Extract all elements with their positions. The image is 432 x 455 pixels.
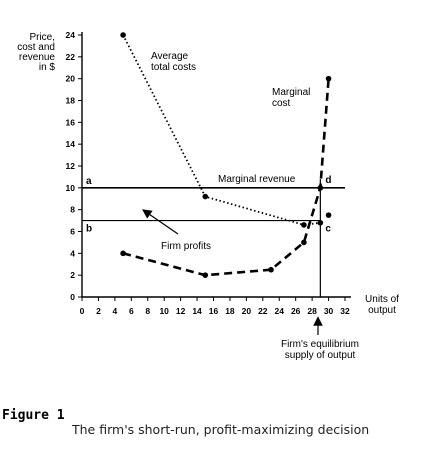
x-tick-label: 4	[113, 306, 118, 316]
data-point-marginal-cost	[325, 75, 332, 82]
series-label-line: Marginal	[272, 87, 310, 98]
x-tick-label: 6	[129, 306, 134, 316]
figure-caption: The firm's short-run, profit-maximizing …	[72, 422, 370, 437]
y-tick-label: 10	[66, 183, 76, 193]
x-tick-label: 18	[225, 306, 235, 316]
equilibrium-label-line: supply of output	[285, 350, 356, 361]
x-tick-label: 30	[324, 306, 334, 316]
series-label-average-total-costs: Average total costs	[151, 51, 196, 73]
point-letters: a b c d	[86, 175, 331, 235]
x-tick-label: 26	[291, 306, 301, 316]
x-tick-label: 14	[192, 306, 202, 316]
data-point-marginal-cost	[301, 239, 307, 246]
y-axis-label-line: Price,	[29, 32, 55, 43]
point-letter-b: b	[86, 224, 92, 235]
series-line-marginal-cost	[122, 78, 330, 277]
y-tick-label: 6	[70, 227, 75, 237]
series-label-line: Marginal revenue	[218, 174, 296, 185]
x-tick-label: 28	[307, 306, 317, 316]
data-point-marginal-cost	[268, 266, 274, 273]
y-tick-label: 0	[70, 292, 75, 302]
series-label-line: Average	[151, 51, 189, 62]
data-point-average-total-costs	[120, 32, 126, 38]
x-tick-label: 16	[209, 306, 219, 316]
x-tick-label: 32	[340, 306, 350, 316]
x-tick-label: 10	[159, 306, 169, 316]
y-tick-label: 14	[66, 139, 76, 149]
x-tick-label: 20	[242, 306, 252, 316]
series-line-average-total-costs	[122, 34, 321, 226]
x-tick-label: 22	[258, 306, 268, 316]
firm-profits-label: Firm profits	[161, 241, 211, 252]
x-axis-label-line: Units of	[365, 294, 399, 305]
data-point-marginal-cost	[120, 250, 126, 257]
data-point-extra	[325, 212, 332, 218]
data-point-marginal-cost	[317, 185, 324, 191]
x-tick-label: 0	[80, 306, 85, 316]
y-tick-label: 2	[70, 270, 75, 280]
point-letter-a: a	[86, 176, 92, 187]
series-label-line: cost	[272, 98, 291, 109]
x-tick-label: 2	[96, 306, 101, 316]
guides	[82, 179, 321, 297]
point-letter-c: c	[325, 224, 331, 235]
x-tick-label: 12	[176, 306, 186, 316]
data-point-average-total-costs	[317, 219, 324, 226]
point-letter-d: d	[325, 175, 331, 186]
y-axis-label-line: cost and	[17, 42, 55, 53]
y-tick-label: 8	[70, 205, 75, 215]
x-tick-label: 8	[145, 306, 150, 316]
figure-label: Figure 1	[2, 408, 65, 423]
firm-profits-arrow	[142, 209, 179, 235]
y-tick-label: 12	[66, 161, 76, 171]
y-tick-label: 4	[70, 248, 75, 258]
data-point-average-total-costs	[301, 222, 307, 228]
x-tick-label: 24	[275, 306, 285, 316]
y-axis-label-line: in $	[39, 62, 56, 73]
y-tick-label: 22	[66, 52, 76, 62]
y-tick-label: 18	[66, 96, 76, 106]
equilibrium-label: Firm's equilibrium supply of output	[281, 339, 359, 361]
series-layer	[82, 34, 345, 277]
series-label-marginal-cost: Marginal cost	[272, 87, 310, 109]
points-layer	[120, 32, 332, 278]
y-axis-label-line: revenue	[19, 52, 56, 63]
y-tick-label: 16	[66, 117, 76, 127]
x-axis-label-line: output	[368, 305, 396, 316]
equilibrium-label-line: Firm's equilibrium	[281, 339, 359, 350]
y-tick-label: 20	[66, 74, 76, 84]
y-tick-label: 24	[66, 30, 76, 40]
series-label-marginal-revenue: Marginal revenue	[218, 174, 296, 185]
series-label-line: total costs	[151, 62, 196, 73]
data-point-average-total-costs	[202, 193, 209, 200]
axes	[81, 32, 351, 298]
data-point-marginal-cost	[202, 272, 209, 278]
